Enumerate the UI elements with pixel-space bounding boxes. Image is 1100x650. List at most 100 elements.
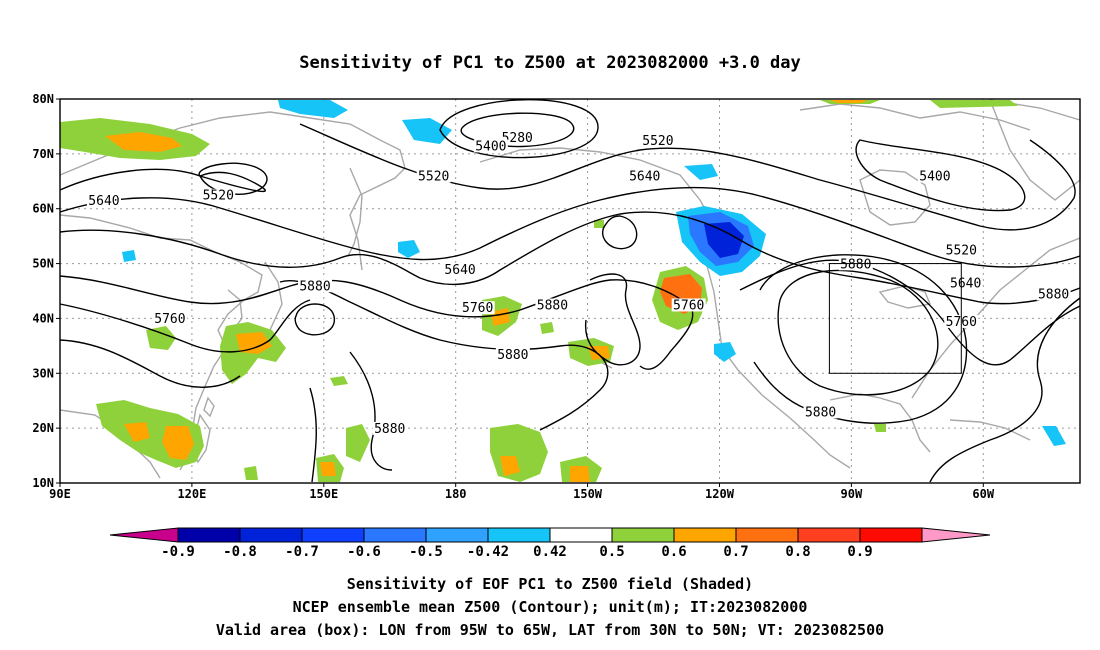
negative-area-southwest-us bbox=[714, 342, 736, 362]
lon-tick-label: 150W bbox=[573, 487, 603, 501]
lat-tick-label: 70N bbox=[32, 147, 54, 161]
contour-5880-us-high bbox=[777, 269, 939, 396]
contour-label-halo bbox=[917, 169, 952, 183]
positive-area-arctic-2-core bbox=[830, 100, 868, 103]
contour-5520-west-loop bbox=[59, 168, 267, 193]
contour-label: 5280 bbox=[502, 131, 533, 146]
positive-area-small-1 bbox=[330, 376, 348, 386]
coastline-hudson-bay bbox=[859, 169, 931, 226]
coastline-greenland bbox=[988, 99, 1081, 201]
contour-label-halo bbox=[460, 301, 495, 315]
caption-shading: Sensitivity of EOF PC1 to Z500 field (Sh… bbox=[347, 575, 753, 593]
colorbar-low-extension bbox=[109, 527, 179, 543]
colorbar-label: 0.7 bbox=[723, 544, 748, 560]
lon-tick-label: 90E bbox=[49, 487, 71, 501]
contour-5400-atlantic bbox=[855, 139, 1026, 212]
negative-area-arctic-2 bbox=[402, 118, 452, 144]
colorbar-label: 0.9 bbox=[847, 544, 872, 560]
colorbar-label: -0.9 bbox=[161, 544, 195, 560]
contour-5760-north bbox=[59, 275, 694, 370]
contour-label-halo bbox=[473, 139, 508, 153]
positive-area-subtropical-pacific bbox=[490, 424, 548, 482]
contour-5880-tropical-1 bbox=[309, 387, 317, 483]
contour-label-halo bbox=[671, 298, 706, 312]
contour-5880-us-outer bbox=[753, 254, 968, 424]
colorbar-label: -0.42 bbox=[467, 544, 509, 560]
caption-contour: NCEP ensemble mean Z500 (Contour); unit(… bbox=[293, 598, 808, 616]
coastline-taiwan bbox=[203, 396, 215, 418]
colorbar-label: 0.8 bbox=[785, 544, 810, 560]
colorbar-segment bbox=[797, 527, 861, 543]
colorbar-label: 0.42 bbox=[533, 544, 567, 560]
colorbar-label: -0.7 bbox=[285, 544, 319, 560]
colorbar-label: 0.6 bbox=[661, 544, 686, 560]
map-frame bbox=[59, 98, 1081, 484]
contour-label-halo bbox=[640, 133, 675, 147]
colorbar-high-extension bbox=[921, 527, 991, 543]
positive-area-small-5 bbox=[594, 220, 604, 228]
contour-5640-south bbox=[59, 211, 1081, 305]
contour-label: 5400 bbox=[475, 139, 506, 154]
contour-label: 5880 bbox=[374, 422, 405, 437]
contour-label-halo bbox=[803, 405, 838, 419]
negative-area-alaska bbox=[684, 164, 718, 180]
caption-valid-area: Valid area (box): LON from 95W to 65W, L… bbox=[216, 621, 884, 639]
contour-5880-aleutian-low bbox=[294, 303, 335, 336]
contour-label: 5880 bbox=[299, 279, 330, 294]
figure-title: Sensitivity of PC1 to Z500 at 2023082000… bbox=[299, 53, 801, 73]
longitude-axis: 90E 120E 150E 180 150W 120W 90W 60W bbox=[49, 483, 995, 501]
colorbar-segment bbox=[611, 527, 675, 543]
lat-tick-label: 10N bbox=[32, 476, 54, 490]
contour-label: 5880 bbox=[805, 405, 836, 420]
contour-label: 5640 bbox=[950, 277, 981, 292]
colorbar-segment bbox=[487, 527, 551, 543]
coastline-north-america-east bbox=[911, 237, 1081, 399]
positive-area-japan-core bbox=[236, 332, 272, 354]
contour-label-halo bbox=[201, 188, 236, 202]
contour-label: 5880 bbox=[840, 257, 871, 272]
positive-area-marianas bbox=[346, 424, 370, 462]
contour-label: 5880 bbox=[1038, 287, 1069, 302]
contour-label-halo bbox=[944, 243, 979, 257]
lat-tick-label: 50N bbox=[32, 257, 54, 271]
contour-label-halo bbox=[443, 262, 478, 276]
lon-tick-label: 60W bbox=[972, 487, 994, 501]
z500-contours bbox=[59, 99, 1081, 483]
contour-5880-atlantic bbox=[929, 297, 1081, 483]
colorbar-segment bbox=[735, 527, 799, 543]
contour-label: 5640 bbox=[444, 263, 475, 278]
positive-area-near-hawaii-core bbox=[570, 466, 590, 482]
contour-label: 5520 bbox=[203, 189, 234, 204]
contour-5880-west-pacific bbox=[59, 339, 241, 388]
positive-area-arctic-1 bbox=[930, 100, 1018, 108]
negative-area-small-west bbox=[122, 250, 136, 262]
contour-5760-central bbox=[59, 299, 311, 353]
contour-label: 5880 bbox=[537, 298, 568, 313]
negative-area-arctic-1 bbox=[278, 100, 348, 118]
colorbar-segment bbox=[239, 527, 303, 543]
contour-label-halo bbox=[1036, 287, 1071, 301]
colorbar-segment bbox=[425, 527, 489, 543]
colorbar-label: 0.5 bbox=[599, 544, 624, 560]
contour-5520-north bbox=[299, 123, 1076, 231]
positive-area-central-pacific-1-core bbox=[490, 308, 510, 326]
contour-5280 bbox=[460, 112, 575, 148]
contour-label-halo bbox=[298, 279, 332, 293]
colorbar-segment bbox=[177, 527, 241, 543]
lat-tick-label: 60N bbox=[32, 202, 54, 216]
contour-label-halo bbox=[535, 298, 570, 312]
contour-label-halo bbox=[416, 169, 451, 183]
lon-tick-label: 120E bbox=[177, 487, 206, 501]
valid-area-box bbox=[828, 263, 962, 374]
contour-label-halo bbox=[627, 169, 662, 183]
coastline-gulf-of-mexico bbox=[829, 393, 931, 453]
lat-tick-label: 40N bbox=[32, 311, 54, 325]
negative-area-gulf-of-alaska-core bbox=[704, 222, 744, 258]
positive-sensitivity-areas bbox=[60, 100, 1018, 482]
contour-5640-main bbox=[59, 186, 1081, 268]
coastline-caribbean bbox=[949, 419, 1031, 441]
contour-5400-pacific bbox=[439, 99, 599, 159]
contour-label: 5640 bbox=[629, 170, 660, 185]
contour-label: 5640 bbox=[88, 194, 119, 209]
